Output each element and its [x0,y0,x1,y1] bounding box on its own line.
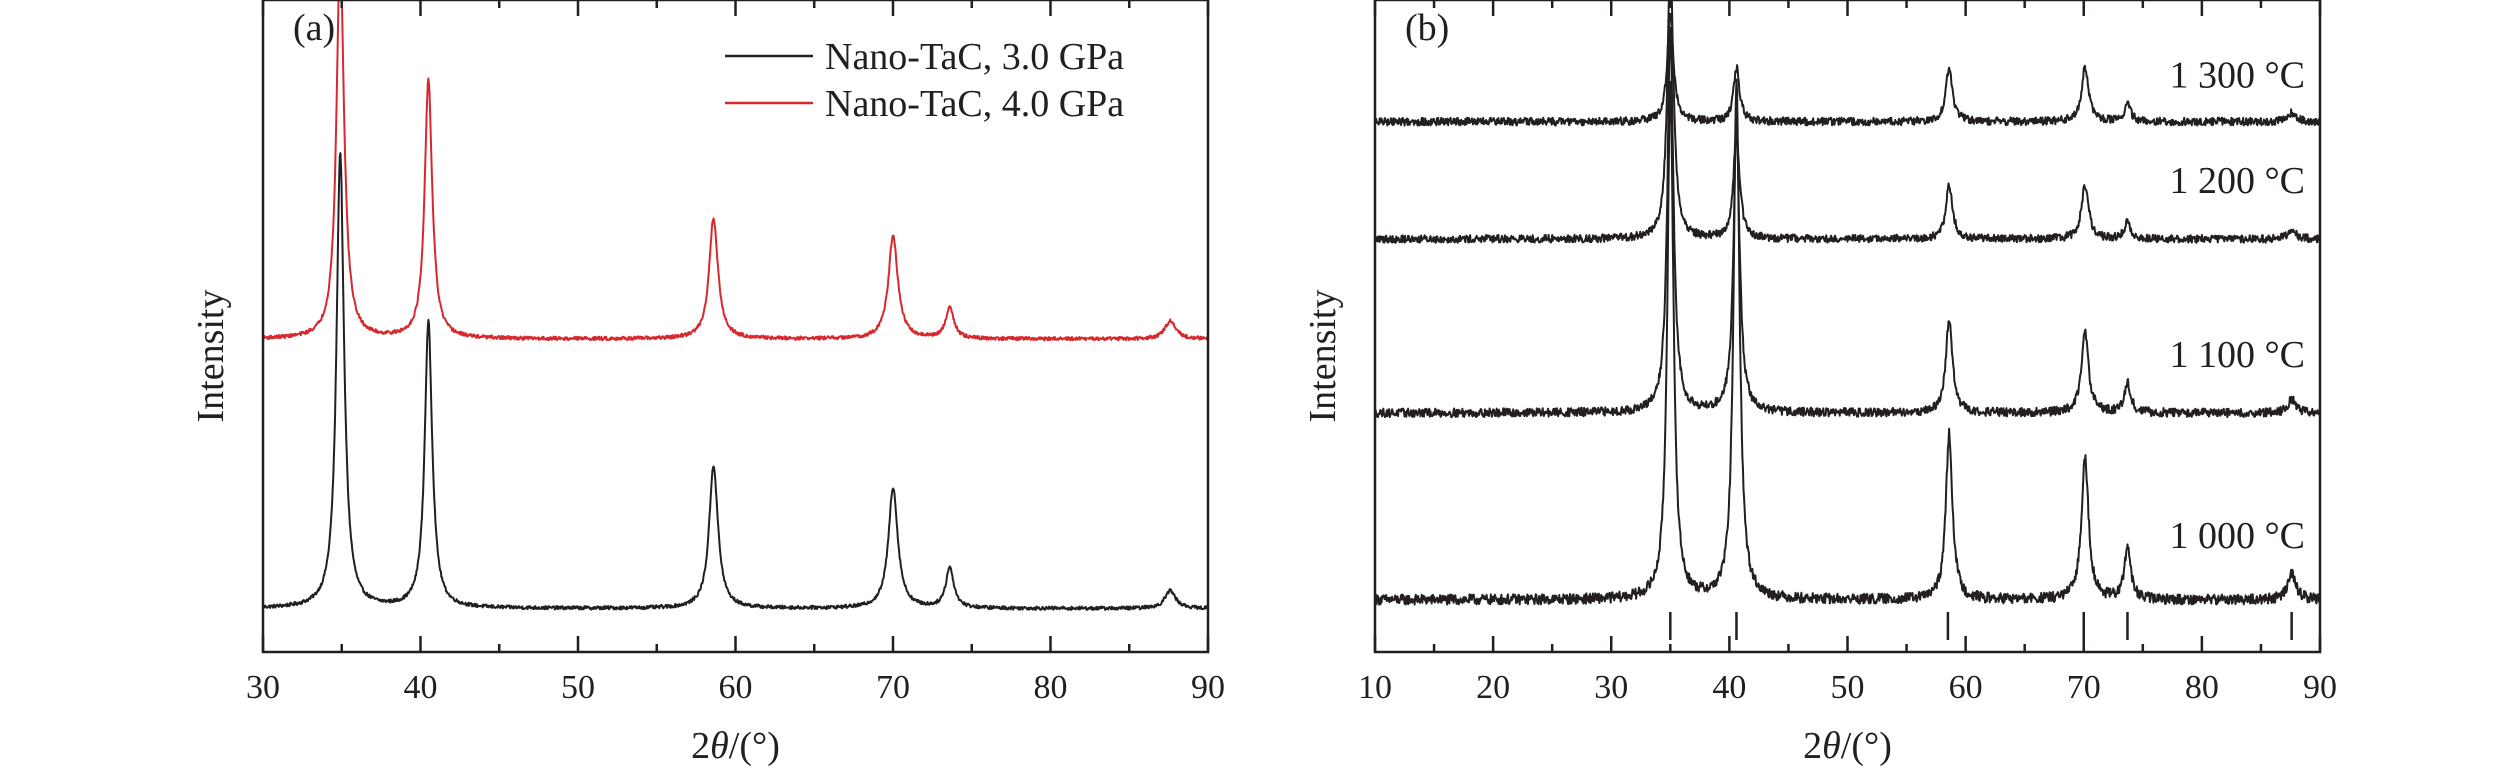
x-axis-title: 2θ/(°) [691,725,780,767]
x-tick-label: 70 [2067,669,2101,706]
legend-label: Nano-TaC, 3.0 GPa [825,36,1124,78]
series-line [1374,78,2321,606]
chart-panel-b: 1 000 °C 1 100 °C 1 200 °C 1 300 °C 10 20 30 40… [1302,0,2337,767]
x-tick-label: 30 [246,669,280,706]
x-axis-title: 2θ/(°) [1803,725,1892,767]
series-line [1374,26,2321,419]
series-label: 1 100 °C [2169,334,2305,376]
x-tick-label: 90 [1191,669,1225,706]
x-tick-label: 50 [1831,669,1865,706]
series-line [262,0,1209,342]
panel-label: (b) [1405,7,1449,49]
x-axis-title-prefix: 2 [1803,725,1822,767]
x-axis-title-theta: θ [710,725,729,767]
x-tick-label: 60 [719,669,753,706]
legend-label: Nano-TaC, 4.0 GPa [825,83,1124,125]
x-tick-label: 40 [404,669,438,706]
x-axis-title-prefix: 2 [691,725,710,767]
x-tick-label: 40 [1712,669,1746,706]
series-label: 1 200 °C [2169,160,2305,202]
x-tick-label: 70 [876,669,910,706]
x-tick-label: 60 [1949,669,1983,706]
series-label: 1 000 °C [2169,515,2305,557]
series-label: 1 300 °C [2169,55,2305,97]
x-axis-title-suffix: /(°) [729,725,780,767]
series-line [262,152,1209,611]
x-tick-label: 90 [2303,669,2337,706]
x-axis-title-theta: θ [1822,725,1841,767]
x-tick-label: 10 [1358,669,1392,706]
chart-panel-a: 30 40 50 60 70 80 90 2θ/(°) Intensity (a) Nano-TaC… [190,0,1225,767]
y-axis-title: Intensity [1302,290,1344,423]
x-tick-label: 30 [1594,669,1628,706]
series-line [1374,0,2321,244]
series-line [1374,12,2321,127]
x-tick-label: 20 [1476,669,1510,706]
panel-label: (a) [293,7,335,49]
x-tick-label: 50 [561,669,595,706]
x-tick-label: 80 [2185,669,2219,706]
x-tick-label: 80 [1034,669,1068,706]
y-axis-title: Intensity [190,290,232,423]
x-axis-title-suffix: /(°) [1841,725,1892,767]
